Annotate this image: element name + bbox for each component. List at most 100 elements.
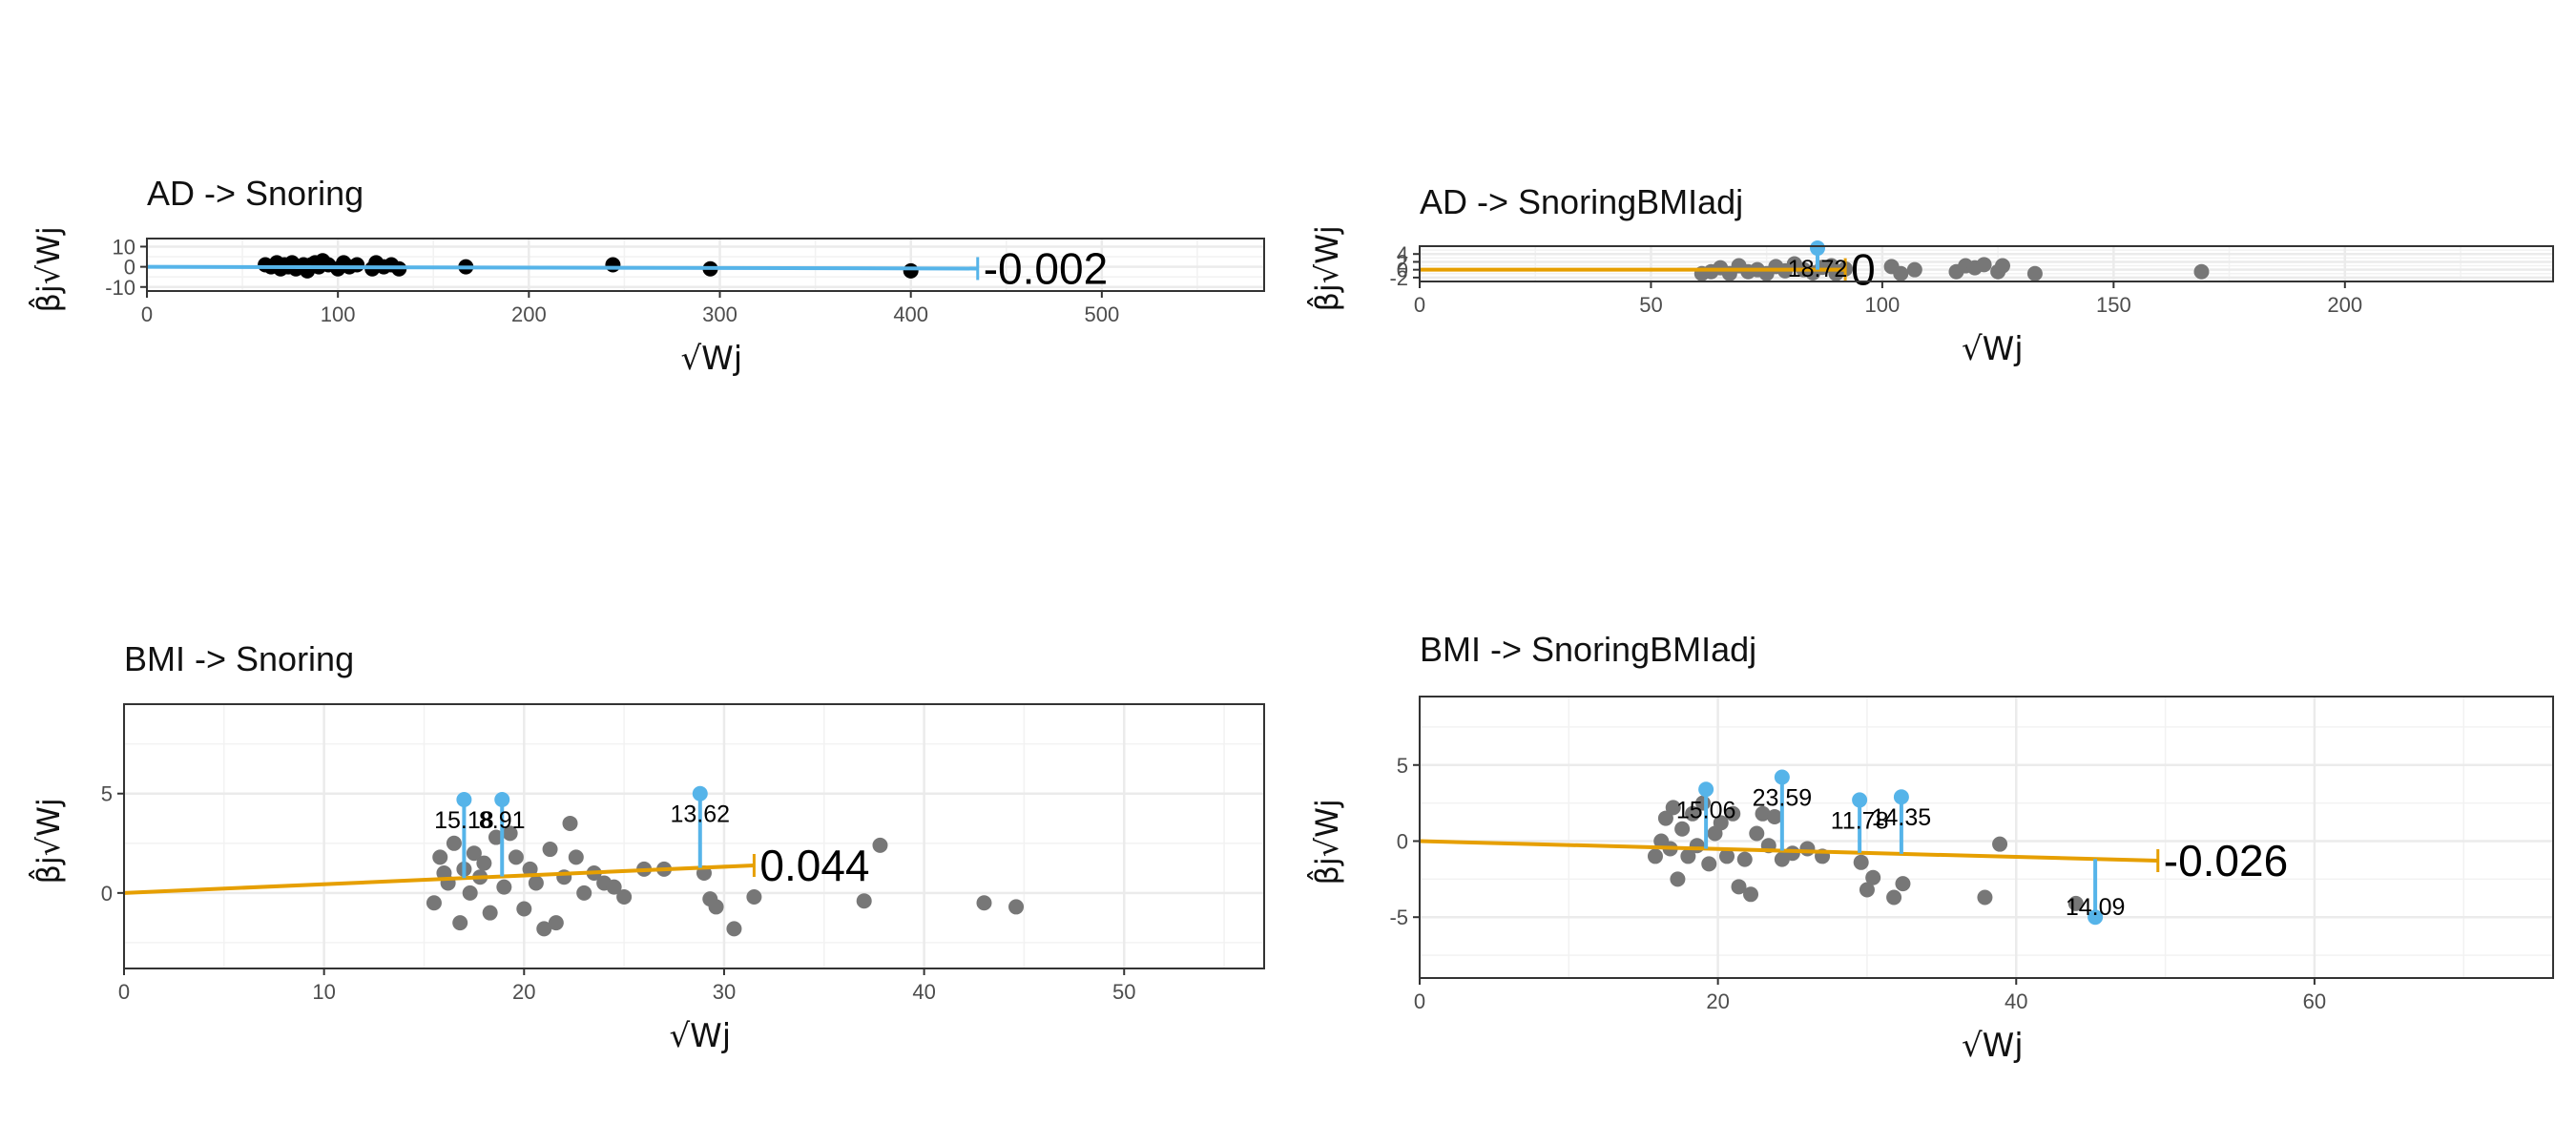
data-point [446,835,462,851]
outlier-point [1852,792,1868,808]
data-point [568,849,584,865]
data-point [1784,845,1800,862]
y-axis-label: β̂j√Wj [1307,799,1345,885]
data-point [548,915,564,931]
x-tick-label: 10 [312,980,335,1004]
x-tick-label: 100 [1865,293,1901,317]
x-axis-label: √Wj [1962,1027,2024,1065]
outlier-label: 23.59 [1753,785,1813,812]
outlier-label: 15.06 [1676,797,1736,823]
x-tick-label: 50 [1112,980,1135,1004]
data-point [746,889,762,906]
data-point [496,879,512,895]
y-tick-label: 0 [1397,259,1408,282]
outlier-point [692,785,708,802]
data-point [1994,258,2010,274]
y-tick-label: 0 [124,256,135,280]
x-tick-label: 200 [511,302,547,326]
slope-label: 0 [1851,245,1876,295]
outlier-point [1893,789,1909,805]
chart-title: BMI -> SnoringBMIadj [1420,630,1756,669]
data-point [349,257,365,273]
data-point [1685,805,1701,822]
panel-border [1419,245,2554,282]
data-point [528,875,544,891]
x-tick-label: 0 [118,980,130,1004]
x-tick-label: 20 [512,980,535,1004]
panel-border [1419,696,2554,979]
data-point [1865,869,1881,885]
slope-label: 0.044 [759,841,869,890]
y-tick-label: 4 [1397,242,1408,266]
y-tick-label: -10 [105,276,135,300]
panel-border [146,238,1265,292]
outlier-point [1810,240,1826,257]
data-point [1731,879,1747,895]
data-point [1689,838,1705,854]
data-point [1008,899,1025,915]
data-point [1893,265,1909,281]
y-axis-label-text: β̂j√Wj [29,226,67,312]
data-point [903,262,919,279]
x-tick-label: 300 [702,302,737,326]
data-point [502,825,518,842]
y-tick-label: -2 [1389,266,1408,290]
data-point [1895,876,1911,892]
y-tick-label: 2 [1397,250,1408,274]
x-axis-label-text: √Wj [1962,1027,2024,1065]
regression-line [1419,839,2158,864]
x-tick-label: 400 [893,302,928,326]
y-tick-label: 5 [101,782,113,806]
outlier-label: 8.91 [479,807,526,834]
data-point [726,921,742,937]
outlier-point [456,791,472,807]
x-tick-label: 0 [141,302,153,326]
data-point [2026,265,2043,281]
data-point [1665,800,1681,816]
outlier-label: 15.18 [434,807,494,834]
data-point [605,257,621,273]
data-point [1749,825,1765,842]
y-axis-label-text: β̂j√Wj [1307,799,1345,885]
x-tick-label: 20 [1706,989,1729,1013]
outlier-label: 14.09 [2066,894,2126,921]
y-tick-label: 0 [101,882,113,906]
data-point [1670,871,1686,887]
chart-title: AD -> SnoringBMIadj [1420,182,1743,221]
data-point [1755,805,1771,822]
data-point [1977,889,1993,906]
data-point [522,861,538,877]
data-point [1859,882,1875,898]
chart-title: AD -> Snoring [147,174,364,213]
y-axis-label: β̂j√Wj [1307,225,1345,311]
x-axis-label: √Wj [1962,330,2024,368]
data-point [856,893,872,909]
y-tick-label: 5 [1397,754,1408,778]
data-point [1674,821,1691,837]
y-axis-label: β̂j√Wj [29,226,67,312]
outlier-point [494,791,510,807]
panel-bmi-snoringbmiadj: BMI -> SnoringBMIadj 15.06 23.59 11.7814.35… [1307,630,2554,1065]
data-point [508,849,524,865]
outlier-label: 13.62 [671,802,731,828]
x-tick-label: 40 [912,980,935,1004]
plot-background [124,704,1264,968]
data-point [1719,848,1735,864]
data-point [1713,815,1729,831]
data-point [1992,836,2008,852]
data-point [462,885,478,901]
data-point [426,895,442,911]
data-point [466,845,482,862]
data-point [2067,895,2084,911]
slope-label: -0.026 [2164,836,2288,885]
data-point [976,895,992,911]
y-tick-label: -5 [1389,906,1408,929]
data-point [1976,257,1992,273]
data-point [1906,261,1922,278]
x-tick-label: 100 [321,302,356,326]
y-axis-label: β̂j√Wj [29,798,67,884]
y-tick-label: 10 [113,235,135,259]
slope-label: -0.002 [984,243,1108,293]
